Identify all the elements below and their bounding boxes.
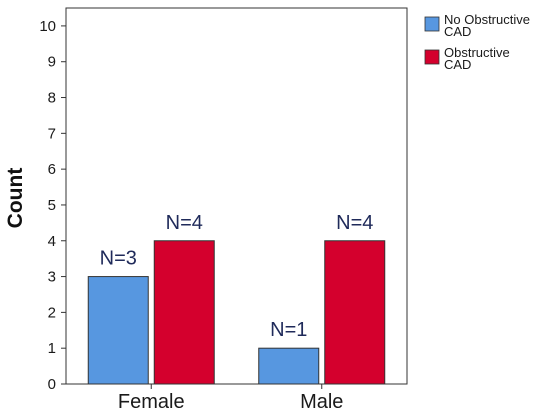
data-label: N=3 (100, 248, 137, 270)
bar-female-series-1 (153, 240, 215, 385)
x-tick-label: Female (118, 391, 185, 413)
y-tick-label: 10 (39, 18, 56, 35)
y-tick-label: 4 (48, 233, 56, 250)
plot-frame (65, 7, 408, 385)
data-labels-layer: N=3 N=4 N=1 N=4 (100, 212, 374, 341)
legend-label-1: CAD (444, 57, 471, 72)
y-tick-label: 2 (48, 304, 56, 321)
bar-male-series-1 (324, 240, 386, 385)
bar-female-series-0 (87, 276, 149, 385)
y-axis-label: Count (4, 168, 27, 229)
y-tick-label: 7 (48, 125, 56, 142)
bars-layer (87, 240, 386, 385)
legend-label-1: Obstructive (444, 45, 510, 60)
legend-label-0: CAD (444, 24, 471, 39)
legend-swatch-0 (424, 16, 440, 32)
y-tick-label: 9 (48, 54, 56, 71)
legend-swatch-1 (424, 49, 440, 65)
y-tick-label: 6 (48, 161, 56, 178)
y-tick-label: 0 (48, 376, 56, 393)
data-label: N=4 (166, 212, 203, 234)
y-tick-label: 1 (48, 340, 56, 357)
x-tick-label: Male (300, 391, 343, 413)
bar-male-series-0 (258, 347, 320, 385)
y-tick-label: 5 (48, 197, 56, 214)
axes-layer: 0 1 2 3 4 5 6 7 8 9 10 Count Female Male (4, 7, 408, 413)
data-label: N=1 (270, 319, 307, 341)
legend-label-0: No Obstructive (444, 12, 530, 27)
y-tick-label: 8 (48, 90, 56, 107)
y-tick-label: 3 (48, 269, 56, 286)
data-label: N=4 (336, 212, 373, 234)
